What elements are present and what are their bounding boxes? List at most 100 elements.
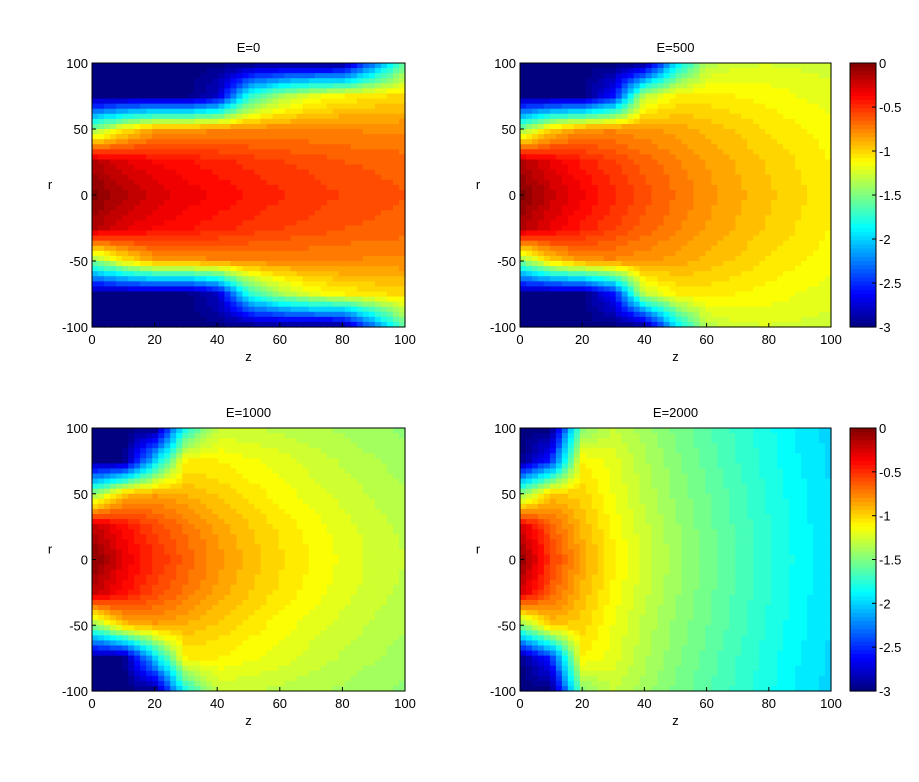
heatmap-cell (285, 231, 292, 237)
heatmap-cell (98, 297, 105, 303)
heatmap-cell (574, 302, 581, 308)
heatmap-cell (188, 159, 195, 165)
heatmap-cell (218, 180, 225, 186)
heatmap-cell (556, 88, 563, 94)
heatmap-cell (616, 88, 623, 94)
heatmap-cell (592, 149, 599, 155)
heatmap-cell (562, 205, 569, 211)
heatmap-cell (194, 144, 201, 150)
heatmap-cell (771, 215, 778, 221)
heatmap-cell (387, 236, 394, 242)
heatmap-cell (164, 129, 171, 135)
heatmap-cell (646, 317, 653, 323)
heatmap-cell (206, 205, 213, 211)
heatmap-cell (735, 215, 742, 221)
heatmap-cell (592, 317, 599, 323)
heatmap-cell (285, 312, 292, 318)
heatmap-cell (759, 256, 766, 262)
heatmap-cell (218, 246, 225, 252)
heatmap-cell (339, 68, 346, 74)
heatmap-cell (285, 302, 292, 308)
heatmap-cell (182, 99, 189, 105)
heatmap-cell (230, 185, 237, 191)
heatmap-cell (303, 190, 310, 196)
heatmap-cell (681, 297, 688, 303)
heatmap-cell (652, 266, 659, 272)
heatmap-cell (122, 246, 129, 252)
heatmap-cell (741, 144, 748, 150)
heatmap-cell (236, 180, 243, 186)
heatmap-cell (206, 256, 213, 262)
heatmap-cell (747, 215, 754, 221)
heatmap-cell (544, 231, 551, 237)
heatmap-cell (146, 165, 153, 171)
heatmap-cell (333, 205, 340, 211)
heatmap-cell (753, 291, 760, 297)
heatmap-cell (741, 63, 748, 69)
heatmap-cell (538, 266, 545, 272)
heatmap-cell (532, 93, 539, 99)
heatmap-cell (628, 256, 635, 262)
heatmap-cell (717, 144, 724, 150)
heatmap-cell (321, 99, 328, 105)
heatmap-cell (291, 139, 298, 145)
heatmap-cell (670, 225, 677, 231)
heatmap-cell (327, 88, 334, 94)
heatmap-cell (140, 241, 147, 247)
heatmap-cell (640, 175, 647, 181)
heatmap-cell (771, 225, 778, 231)
heatmap-cell (218, 281, 225, 287)
heatmap-cell (321, 139, 328, 145)
heatmap-cell (681, 185, 688, 191)
heatmap-cell (753, 276, 760, 282)
heatmap-cell (735, 286, 742, 292)
heatmap-cell (188, 241, 195, 247)
heatmap-cell (267, 114, 274, 120)
heatmap-cell (303, 88, 310, 94)
heatmap-cell (122, 119, 129, 125)
heatmap-cell (267, 139, 274, 145)
heatmap-cell (723, 175, 730, 181)
heatmap-cell (759, 286, 766, 292)
heatmap-cell (128, 195, 135, 201)
heatmap-cell (598, 104, 605, 110)
heatmap-cell (242, 114, 249, 120)
heatmap-cell (291, 170, 298, 176)
heatmap-cell (218, 83, 225, 89)
heatmap-cell (158, 73, 165, 79)
heatmap-cell (158, 154, 165, 160)
heatmap-cell (291, 302, 298, 308)
heatmap-cell (556, 139, 563, 145)
heatmap-cell (255, 205, 262, 211)
heatmap-cell (699, 271, 706, 277)
heatmap-cell (146, 119, 153, 125)
heatmap-cell (544, 271, 551, 277)
heatmap-cell (759, 124, 766, 130)
heatmap-cell (297, 68, 304, 74)
heatmap-cell (98, 312, 105, 318)
heatmap-cell (309, 256, 316, 262)
heatmap-cell (267, 149, 274, 155)
heatmap-cell (128, 170, 135, 176)
heatmap-cell (586, 154, 593, 160)
heatmap-cell (255, 124, 262, 130)
heatmap-cell (658, 200, 665, 206)
heatmap-cell (658, 220, 665, 226)
heatmap-cell (140, 144, 147, 150)
heatmap-cell (351, 307, 358, 313)
heatmap-cell (261, 220, 268, 226)
heatmap-cell (200, 109, 207, 115)
heatmap-cell (676, 185, 683, 191)
heatmap-cell (146, 104, 153, 110)
heatmap-cell (164, 261, 171, 267)
heatmap-cell (544, 195, 551, 201)
heatmap-cell (224, 231, 231, 237)
heatmap-cell (387, 271, 394, 277)
heatmap-cell (628, 109, 635, 115)
heatmap-cell (393, 241, 400, 247)
heatmap-cell (116, 302, 123, 308)
heatmap-cell (327, 180, 334, 186)
heatmap-cell (164, 93, 171, 99)
heatmap-cell (249, 195, 256, 201)
heatmap-cell (711, 149, 718, 155)
